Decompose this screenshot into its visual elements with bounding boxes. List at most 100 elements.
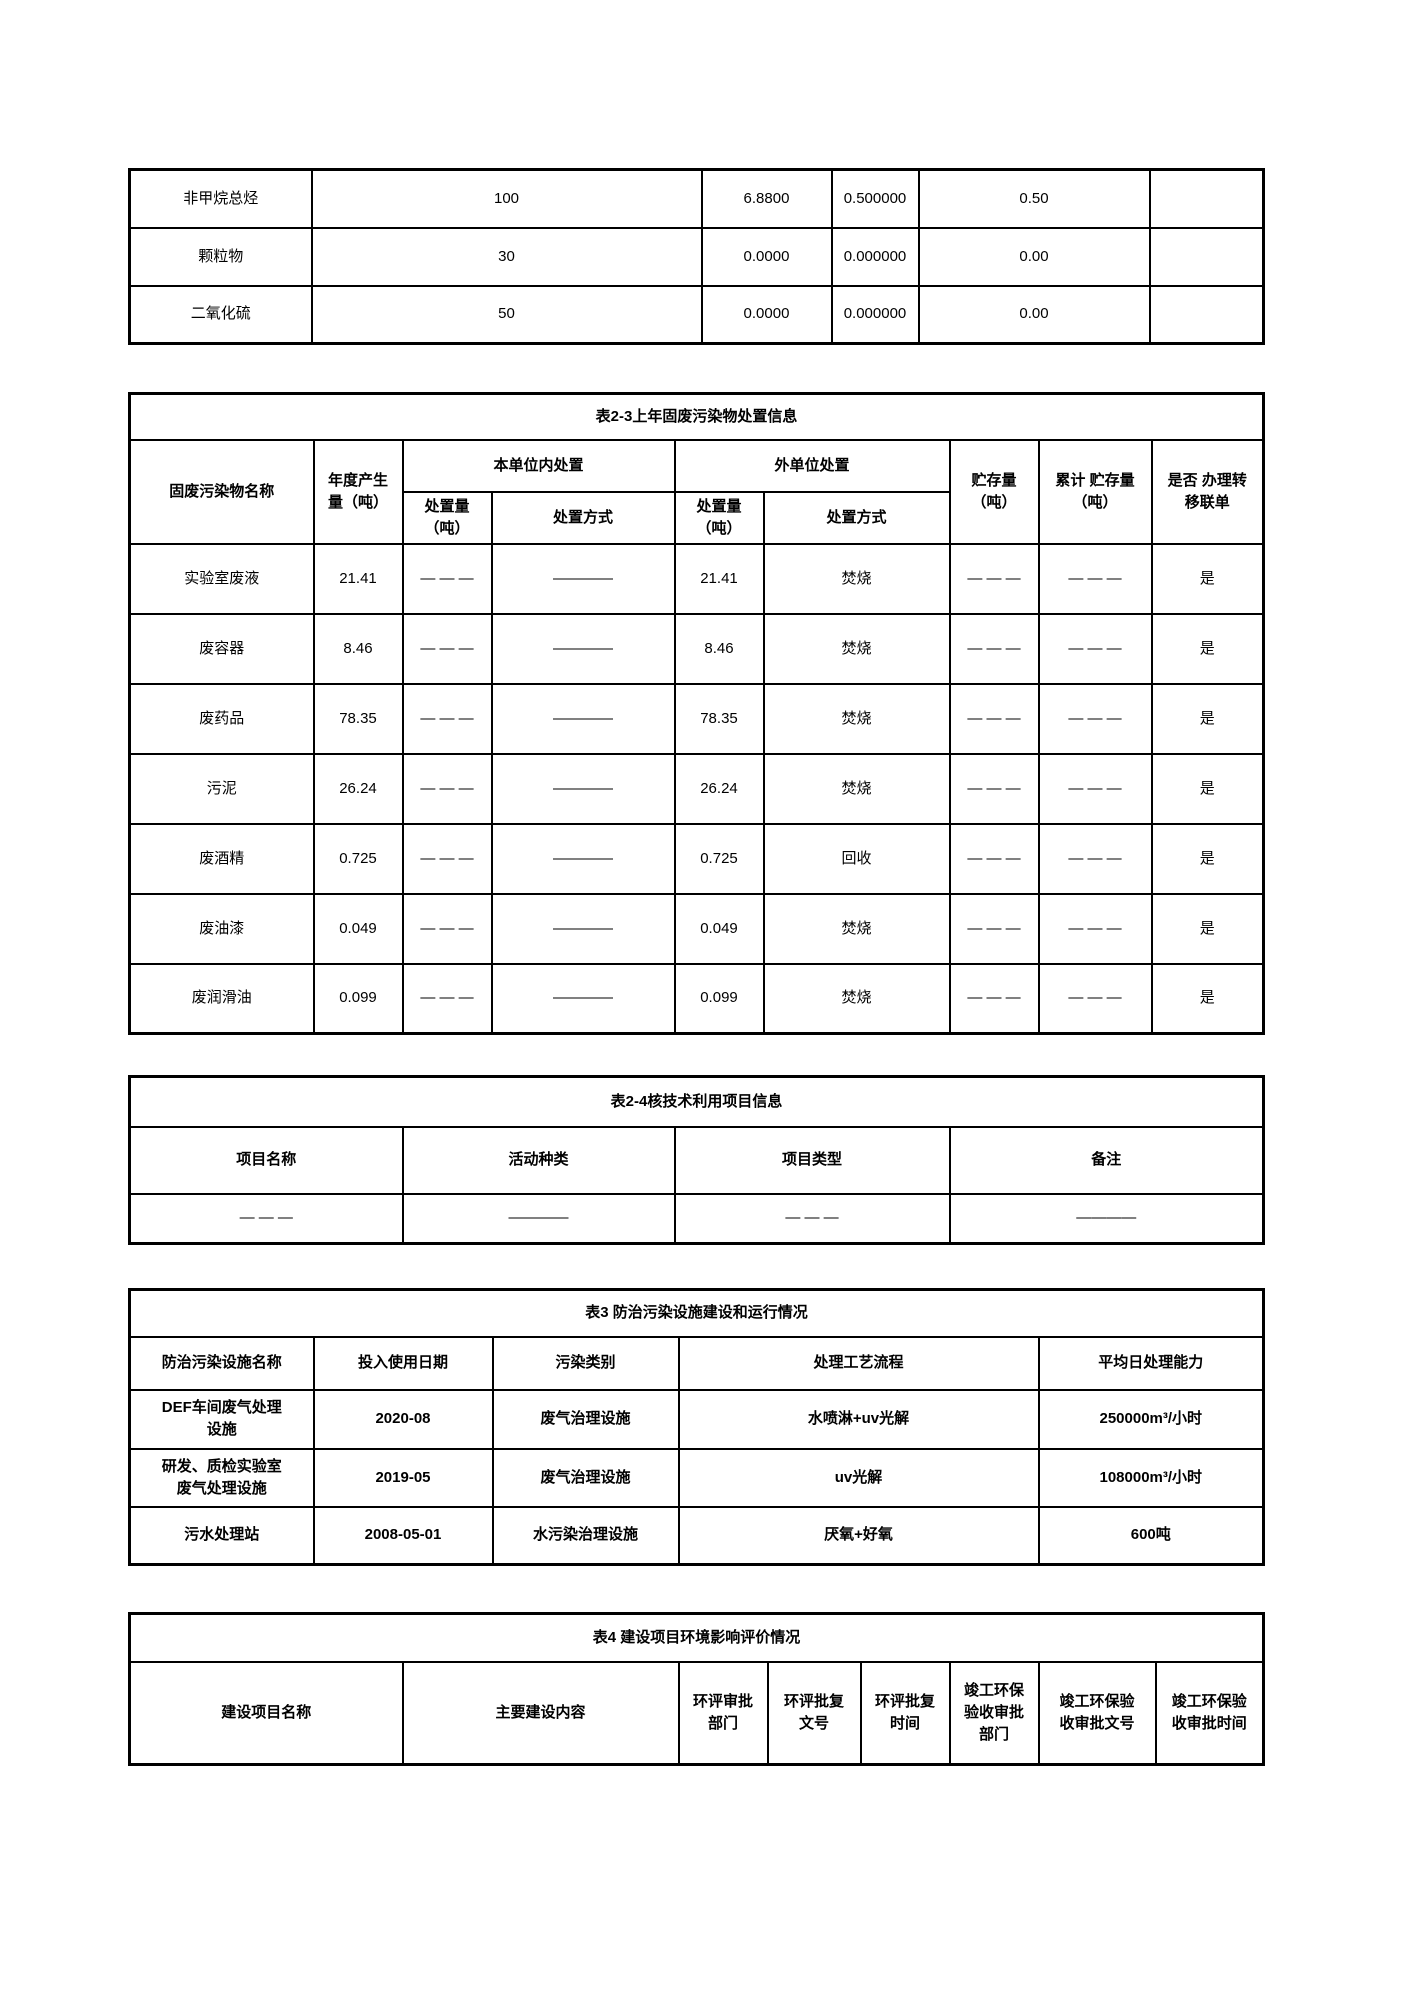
- table-row: 污水处理站 2008-05-01 水污染治理设施 厌氧+好氧 600吨: [128, 1505, 1265, 1566]
- waste-cell: 是: [1150, 682, 1265, 755]
- table-row: 颗粒物 30 0.0000 0.000000 0.00: [128, 226, 1265, 287]
- waste-cell: — — —: [1037, 682, 1153, 755]
- table-row: 二氧化硫 50 0.0000 0.000000 0.00: [128, 284, 1265, 345]
- facility-name: 污水处理站: [128, 1505, 315, 1566]
- pollutant-name: 颗粒物: [128, 226, 313, 287]
- facility-cell: 厌氧+好氧: [677, 1505, 1040, 1566]
- header-group-external-disposal: 外单位处置: [673, 438, 951, 493]
- facility-cell: 2019-05: [312, 1447, 494, 1508]
- header-facility-name: 防治污染设施名称: [128, 1335, 315, 1391]
- waste-cell: — — —: [1037, 752, 1153, 825]
- waste-cell: ————: [490, 682, 676, 755]
- table-title-row: 表2-3上年固废污染物处置信息: [128, 392, 1265, 441]
- waste-cell: 26.24: [673, 752, 765, 825]
- emissions-cell: 0.0000: [700, 226, 833, 287]
- table-row: 研发、质检实验室 废气处理设施 2019-05 废气治理设施 uv光解 1080…: [128, 1447, 1265, 1508]
- emissions-cell: 0.0000: [700, 284, 833, 345]
- waste-cell: — — —: [401, 542, 493, 615]
- waste-cell: — — —: [948, 612, 1040, 685]
- waste-cell: 78.35: [312, 682, 404, 755]
- table-row: DEF车间废气处理 设施 2020-08 废气治理设施 水喷淋+uv光解 250…: [128, 1388, 1265, 1450]
- waste-cell: 是: [1150, 892, 1265, 965]
- header-waste-name: 固废污染物名称: [128, 438, 315, 545]
- header-activity-type: 活动种类: [401, 1125, 676, 1195]
- waste-cell: 0.049: [312, 892, 404, 965]
- waste-cell: 焚烧: [762, 752, 951, 825]
- emissions-cell: 0.500000: [830, 168, 920, 229]
- header-daily-capacity: 平均日处理能力: [1037, 1335, 1265, 1391]
- waste-cell: ————: [490, 752, 676, 825]
- header-project-type: 项目类型: [673, 1125, 951, 1195]
- waste-cell: 焚烧: [762, 962, 951, 1035]
- waste-cell: 0.099: [312, 962, 404, 1035]
- header-group-internal-disposal: 本单位内处置: [401, 438, 676, 493]
- table-row: 废容器 8.46 — — — ———— 8.46 焚烧 — — — — — — …: [128, 612, 1265, 685]
- waste-cell: 是: [1150, 542, 1265, 615]
- header-eia-approval-time: 环评批复 时间: [859, 1660, 951, 1766]
- solid-waste-disposal-table: 表2-3上年固废污染物处置信息 固废污染物名称 年度产生 量（吨） 本单位内处置…: [128, 392, 1266, 1035]
- facility-cell: 水喷淋+uv光解: [677, 1388, 1040, 1450]
- table-row: 非甲烷总烃 100 6.8800 0.500000 0.50: [128, 168, 1265, 229]
- waste-cell: — — —: [401, 892, 493, 965]
- header-disposal-method: 处置方式: [762, 490, 951, 545]
- header-storage: 贮存量 （吨）: [948, 438, 1040, 545]
- waste-name: 废酒精: [128, 822, 315, 895]
- header-acceptance-approval-doc-no: 竣工环保验 收审批文号: [1037, 1660, 1157, 1766]
- waste-cell: — — —: [401, 612, 493, 685]
- waste-cell: ————: [490, 542, 676, 615]
- waste-cell: — — —: [1037, 892, 1153, 965]
- emissions-continuation-table: 非甲烷总烃 100 6.8800 0.500000 0.50 颗粒物 30 0.…: [128, 168, 1265, 345]
- header-remarks: 备注: [948, 1125, 1265, 1195]
- emissions-cell-empty: [1148, 168, 1265, 229]
- facility-cell: 废气治理设施: [491, 1388, 680, 1450]
- pollutant-name: 二氧化硫: [128, 284, 313, 345]
- header-disposal-amount: 处置量 （吨）: [401, 490, 493, 545]
- waste-cell: 8.46: [312, 612, 404, 685]
- table-row: 废酒精 0.725 — — — ———— 0.725 回收 — — — — — …: [128, 822, 1265, 895]
- waste-cell: 是: [1150, 822, 1265, 895]
- pollution-control-facilities-table: 表3 防治污染设施建设和运行情况 防治污染设施名称 投入使用日期 污染类别 处理…: [128, 1288, 1266, 1566]
- table-row: 实验室废液 21.41 — — — ———— 21.41 焚烧 — — — — …: [128, 542, 1265, 615]
- waste-cell: 是: [1150, 962, 1265, 1035]
- facility-cell: 水污染治理设施: [491, 1505, 680, 1566]
- header-main-construction-content: 主要建设内容: [401, 1660, 680, 1766]
- header-acceptance-approval-dept: 竣工环保 验收审批 部门: [948, 1660, 1040, 1766]
- table-row: 废油漆 0.049 — — — ———— 0.049 焚烧 — — — — — …: [128, 892, 1265, 965]
- emissions-cell: 6.8800: [700, 168, 833, 229]
- waste-cell: 0.049: [673, 892, 765, 965]
- waste-cell: — — —: [948, 822, 1040, 895]
- waste-name: 废容器: [128, 612, 315, 685]
- waste-cell: — — —: [1037, 822, 1153, 895]
- table-row: 废药品 78.35 — — — ———— 78.35 焚烧 — — — — — …: [128, 682, 1265, 755]
- waste-cell: — — —: [1037, 612, 1153, 685]
- waste-cell: 焚烧: [762, 682, 951, 755]
- waste-name: 废油漆: [128, 892, 315, 965]
- waste-cell: 26.24: [312, 752, 404, 825]
- eia-table-title: 表4 建设项目环境影响评价情况: [128, 1612, 1265, 1663]
- waste-cell: — — —: [401, 752, 493, 825]
- facility-cell: uv光解: [677, 1447, 1040, 1508]
- waste-cell: — — —: [948, 892, 1040, 965]
- waste-cell: 焚烧: [762, 612, 951, 685]
- waste-cell: 78.35: [673, 682, 765, 755]
- table-title-row: 表3 防治污染设施建设和运行情况: [128, 1288, 1265, 1338]
- table-header-row: 防治污染设施名称 投入使用日期 污染类别 处理工艺流程 平均日处理能力: [128, 1335, 1265, 1391]
- nuclear-cell: — — —: [128, 1192, 404, 1245]
- waste-cell: 0.099: [673, 962, 765, 1035]
- waste-name: 废润滑油: [128, 962, 315, 1035]
- header-disposal-method: 处置方式: [490, 490, 676, 545]
- header-project-name: 项目名称: [128, 1125, 404, 1195]
- waste-cell: — — —: [401, 682, 493, 755]
- facility-name: 研发、质检实验室 废气处理设施: [128, 1447, 315, 1508]
- table-row: — — — ———— — — — ————: [128, 1192, 1265, 1245]
- nuclear-cell: — — —: [673, 1192, 951, 1245]
- table-title-row: 表4 建设项目环境影响评价情况: [128, 1612, 1265, 1663]
- header-transfer-manifest: 是否 办理转 移联单: [1150, 438, 1265, 545]
- facility-cell: 250000m³/小时: [1037, 1388, 1265, 1450]
- nuclear-table-title: 表2-4核技术利用项目信息: [128, 1075, 1265, 1128]
- waste-cell: ————: [490, 962, 676, 1035]
- emissions-cell: 0.00: [917, 226, 1151, 287]
- table-header-row: 项目名称 活动种类 项目类型 备注: [128, 1125, 1265, 1195]
- emissions-cell-empty: [1148, 226, 1265, 287]
